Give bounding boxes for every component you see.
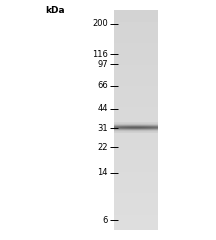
Text: 14: 14 — [97, 168, 108, 177]
Text: 66: 66 — [97, 81, 108, 90]
Text: 31: 31 — [97, 124, 108, 133]
Text: kDa: kDa — [45, 6, 65, 15]
Text: 97: 97 — [97, 60, 108, 69]
Text: 44: 44 — [97, 104, 108, 113]
Text: 200: 200 — [92, 19, 108, 28]
Text: 116: 116 — [92, 50, 108, 59]
Text: 22: 22 — [97, 143, 108, 152]
Text: 6: 6 — [103, 216, 108, 225]
